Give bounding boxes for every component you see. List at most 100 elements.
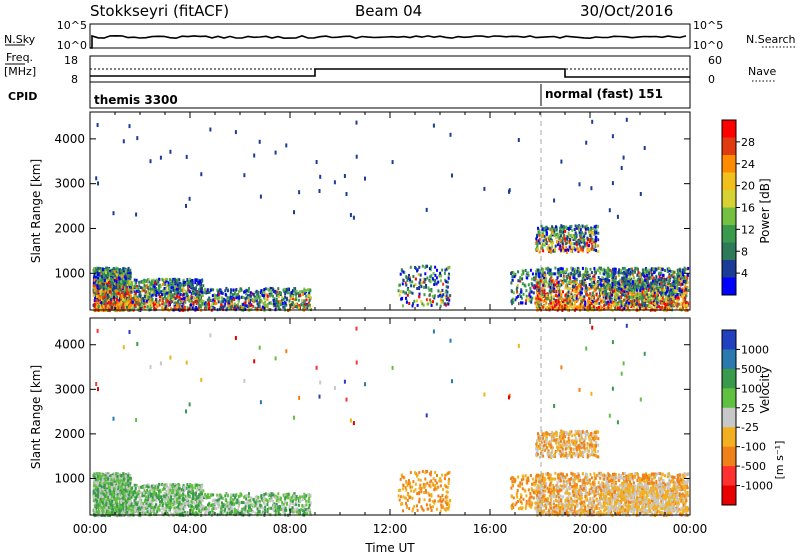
power-echo bbox=[195, 299, 197, 303]
power-echo bbox=[571, 267, 574, 271]
power-echo bbox=[621, 305, 624, 309]
power-echo bbox=[567, 306, 570, 310]
power-echo bbox=[107, 268, 109, 272]
power-echo bbox=[422, 280, 425, 284]
power-echo bbox=[660, 271, 663, 275]
power-echo bbox=[244, 299, 247, 303]
power-echo bbox=[169, 281, 172, 285]
power-echo bbox=[553, 300, 556, 304]
power-echo bbox=[213, 300, 216, 304]
power-echo bbox=[122, 267, 125, 271]
power-echo bbox=[209, 299, 212, 302]
power-echo bbox=[552, 289, 555, 293]
power-echo bbox=[201, 279, 204, 283]
power-echo bbox=[573, 237, 576, 241]
power-echo bbox=[661, 286, 664, 290]
power-echo bbox=[567, 248, 570, 252]
power-echo bbox=[152, 301, 155, 305]
power-echo bbox=[174, 281, 177, 285]
power-echo bbox=[124, 288, 127, 292]
power-echo bbox=[143, 281, 146, 284]
power-echo bbox=[165, 288, 168, 292]
power-echo bbox=[681, 270, 684, 274]
power-echo bbox=[179, 292, 182, 296]
power-echo bbox=[147, 289, 150, 293]
power-echo bbox=[237, 306, 240, 310]
power-echo bbox=[565, 286, 568, 290]
power-echo bbox=[552, 249, 555, 253]
power-echo bbox=[284, 290, 287, 294]
power-echo bbox=[208, 297, 211, 301]
power-echo bbox=[130, 302, 133, 306]
power-echo bbox=[595, 284, 598, 288]
power-echo bbox=[656, 280, 659, 284]
power-echo bbox=[551, 243, 554, 247]
power-echo bbox=[156, 305, 159, 309]
power-echo bbox=[441, 288, 444, 292]
power-echo bbox=[145, 290, 147, 294]
power-echo bbox=[94, 302, 97, 306]
power-echo bbox=[554, 283, 557, 287]
power-echo bbox=[297, 298, 300, 302]
power-echo bbox=[176, 303, 179, 307]
power-echo bbox=[627, 289, 630, 293]
power-echo bbox=[665, 278, 667, 282]
power-echo bbox=[274, 291, 277, 295]
power-echo bbox=[218, 296, 221, 300]
power-echo bbox=[199, 296, 202, 299]
power-echo bbox=[197, 292, 200, 296]
power-echo bbox=[582, 232, 585, 236]
power-echo bbox=[166, 291, 169, 295]
power-echo bbox=[602, 287, 605, 291]
power-echo bbox=[538, 237, 541, 241]
power-echo bbox=[124, 269, 127, 273]
power-echo bbox=[678, 289, 681, 293]
power-echo bbox=[190, 294, 193, 298]
power-echo bbox=[549, 237, 552, 241]
power-echo bbox=[551, 233, 554, 237]
power-echo bbox=[188, 299, 190, 303]
power-echo bbox=[282, 288, 285, 292]
power-echo bbox=[571, 285, 574, 289]
power-echo bbox=[610, 278, 613, 282]
power-echo bbox=[581, 303, 584, 307]
power-echo bbox=[561, 242, 564, 245]
power-echo bbox=[208, 290, 211, 294]
power-echo bbox=[126, 289, 129, 293]
power-echo bbox=[223, 304, 226, 308]
power-echo bbox=[531, 272, 534, 276]
power-echo bbox=[133, 278, 136, 282]
power-echo bbox=[589, 292, 592, 296]
power-echo bbox=[556, 243, 559, 247]
power-echo bbox=[111, 307, 114, 311]
power-echo bbox=[151, 290, 154, 294]
power-echo bbox=[664, 269, 666, 272]
power-echo bbox=[618, 270, 620, 273]
power-echo bbox=[525, 294, 528, 298]
power-echo bbox=[418, 285, 421, 289]
power-echo bbox=[647, 276, 650, 280]
power-echo bbox=[118, 303, 121, 307]
power-echo bbox=[640, 282, 643, 286]
power-echo bbox=[586, 293, 588, 297]
power-echo bbox=[98, 288, 101, 292]
power-echo bbox=[548, 289, 551, 293]
power-echo bbox=[174, 285, 176, 289]
power-echo bbox=[661, 288, 664, 292]
power-echo bbox=[598, 305, 600, 309]
power-echo bbox=[574, 300, 576, 304]
power-echo bbox=[631, 271, 634, 275]
cpid-panel: CPID themis 3300 normal (fast) 151 bbox=[8, 81, 691, 109]
power-echo bbox=[581, 266, 584, 270]
power-echo bbox=[545, 235, 548, 239]
power-echo bbox=[576, 305, 578, 309]
power-echo bbox=[307, 301, 310, 305]
power-echo bbox=[175, 307, 178, 311]
power-echo bbox=[93, 286, 96, 290]
power-echo bbox=[187, 286, 190, 290]
power-echo bbox=[593, 289, 596, 293]
power-echo bbox=[540, 267, 543, 271]
power-echo bbox=[445, 280, 448, 284]
power-echo bbox=[543, 275, 546, 279]
power-echo bbox=[567, 290, 570, 294]
